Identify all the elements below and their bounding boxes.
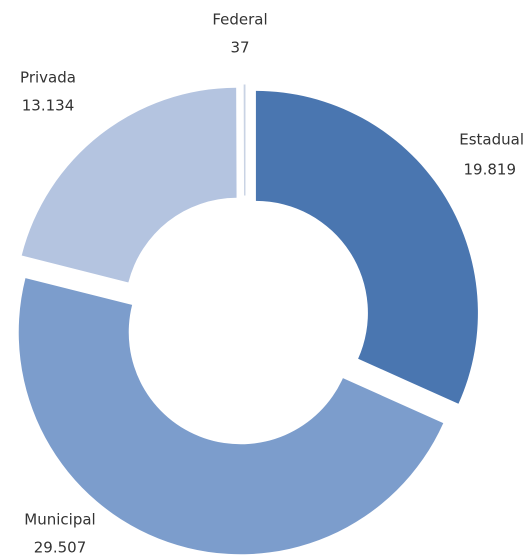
donut-segment xyxy=(21,87,237,283)
segment-label: Municipal xyxy=(24,511,95,529)
donut-segment xyxy=(255,90,478,404)
segment-value-label: 19.819 xyxy=(464,161,517,179)
segment-label: Federal xyxy=(212,11,267,29)
segment-value-label: 29.507 xyxy=(34,539,87,556)
donut-segment xyxy=(18,278,444,555)
segment-label: Estadual xyxy=(459,131,524,149)
segment-value-label: 13.134 xyxy=(22,97,75,115)
segment-value-label: 37 xyxy=(230,39,249,57)
segment-label: Privada xyxy=(20,69,76,87)
donut-segment xyxy=(243,84,246,196)
